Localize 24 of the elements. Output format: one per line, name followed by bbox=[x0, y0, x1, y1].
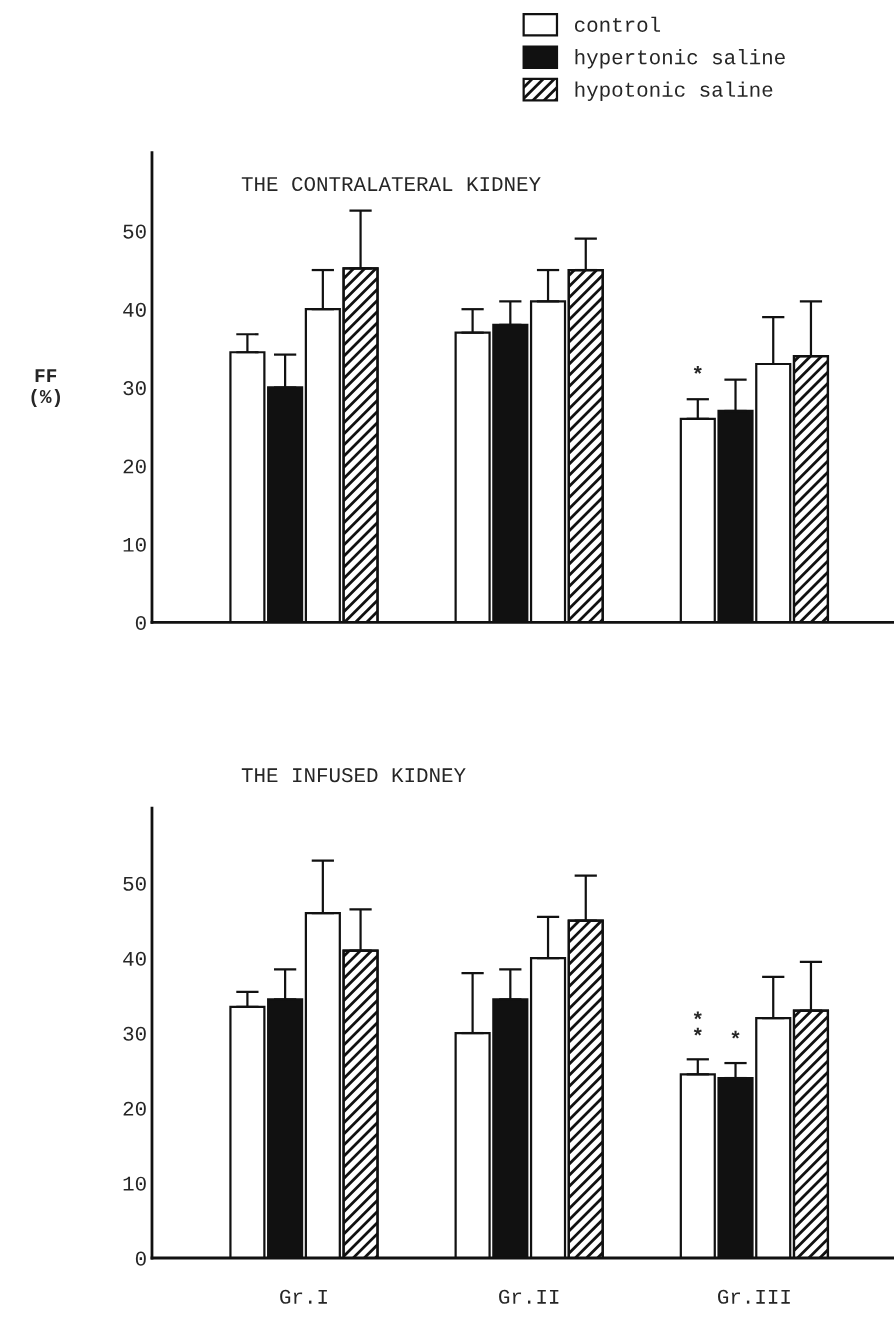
chart-title: THE INFUSED KIDNEY bbox=[241, 768, 466, 783]
y-tick-label: 10 bbox=[123, 1176, 146, 1191]
annotation: * * bbox=[693, 1011, 702, 1036]
annotation: * bbox=[693, 366, 702, 374]
x-tick-label: Gr.II bbox=[499, 1289, 559, 1304]
y-tick-label: 0 bbox=[135, 615, 146, 631]
y-axis-title: FF (%) bbox=[31, 369, 60, 408]
y-tick-label: 50 bbox=[123, 224, 146, 239]
y-tick-label: 10 bbox=[123, 537, 146, 552]
y-tick-label: 40 bbox=[123, 302, 146, 317]
x-tick-label: Gr.I bbox=[280, 1289, 327, 1304]
annotation: * bbox=[731, 1030, 740, 1039]
text: THE CONTRALATERAL KIDNEY bbox=[241, 176, 541, 192]
legend-label: control bbox=[574, 16, 661, 32]
y-tick-label: 0 bbox=[135, 1251, 146, 1266]
y-tick-label: 50 bbox=[123, 876, 146, 891]
legend-label: hypertonic saline bbox=[575, 49, 785, 69]
y-tick-label: 40 bbox=[123, 951, 146, 966]
y-tick-label: 20 bbox=[123, 1101, 146, 1116]
y-tick-label: 20 bbox=[123, 459, 146, 474]
y-tick-label: 30 bbox=[123, 381, 146, 396]
x-tick-label: Gr.III bbox=[718, 1289, 790, 1304]
legend-label: hypotonic saline bbox=[575, 81, 773, 101]
y-tick-label: 30 bbox=[123, 1026, 146, 1041]
